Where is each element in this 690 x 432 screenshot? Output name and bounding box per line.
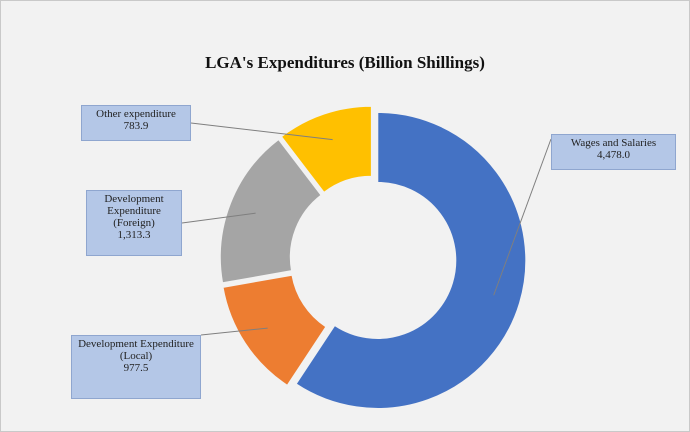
donut-slice	[219, 138, 322, 284]
category-label: Development Expenditure (Local)	[78, 338, 194, 362]
category-label: Other expenditure	[96, 108, 176, 120]
value-label: 977.5	[123, 362, 149, 374]
value-label: 4,478.0	[597, 149, 630, 161]
donut-slice	[280, 105, 372, 193]
data-label: Development Expenditure (Foreign) 1,313.3	[86, 190, 182, 256]
value-label: 783.9	[123, 120, 149, 132]
leader-line	[200, 327, 268, 336]
category-label: Wages and Salaries	[570, 137, 657, 149]
donut-slice	[295, 111, 527, 409]
chart-title: LGA's Expenditures (Billion Shillings)	[205, 53, 485, 72]
leader-line	[181, 212, 256, 224]
value-label: 1,313.3	[117, 229, 151, 241]
donut-slice	[222, 274, 327, 386]
category-label: Development Expenditure (Foreign)	[104, 193, 164, 229]
data-label: Other expenditure 783.9	[81, 105, 191, 141]
data-label: Development Expenditure (Local) 977.5	[71, 335, 201, 399]
leader-line	[190, 122, 333, 141]
leader-line	[493, 138, 552, 296]
data-label: Wages and Salaries 4,478.0	[551, 134, 676, 170]
